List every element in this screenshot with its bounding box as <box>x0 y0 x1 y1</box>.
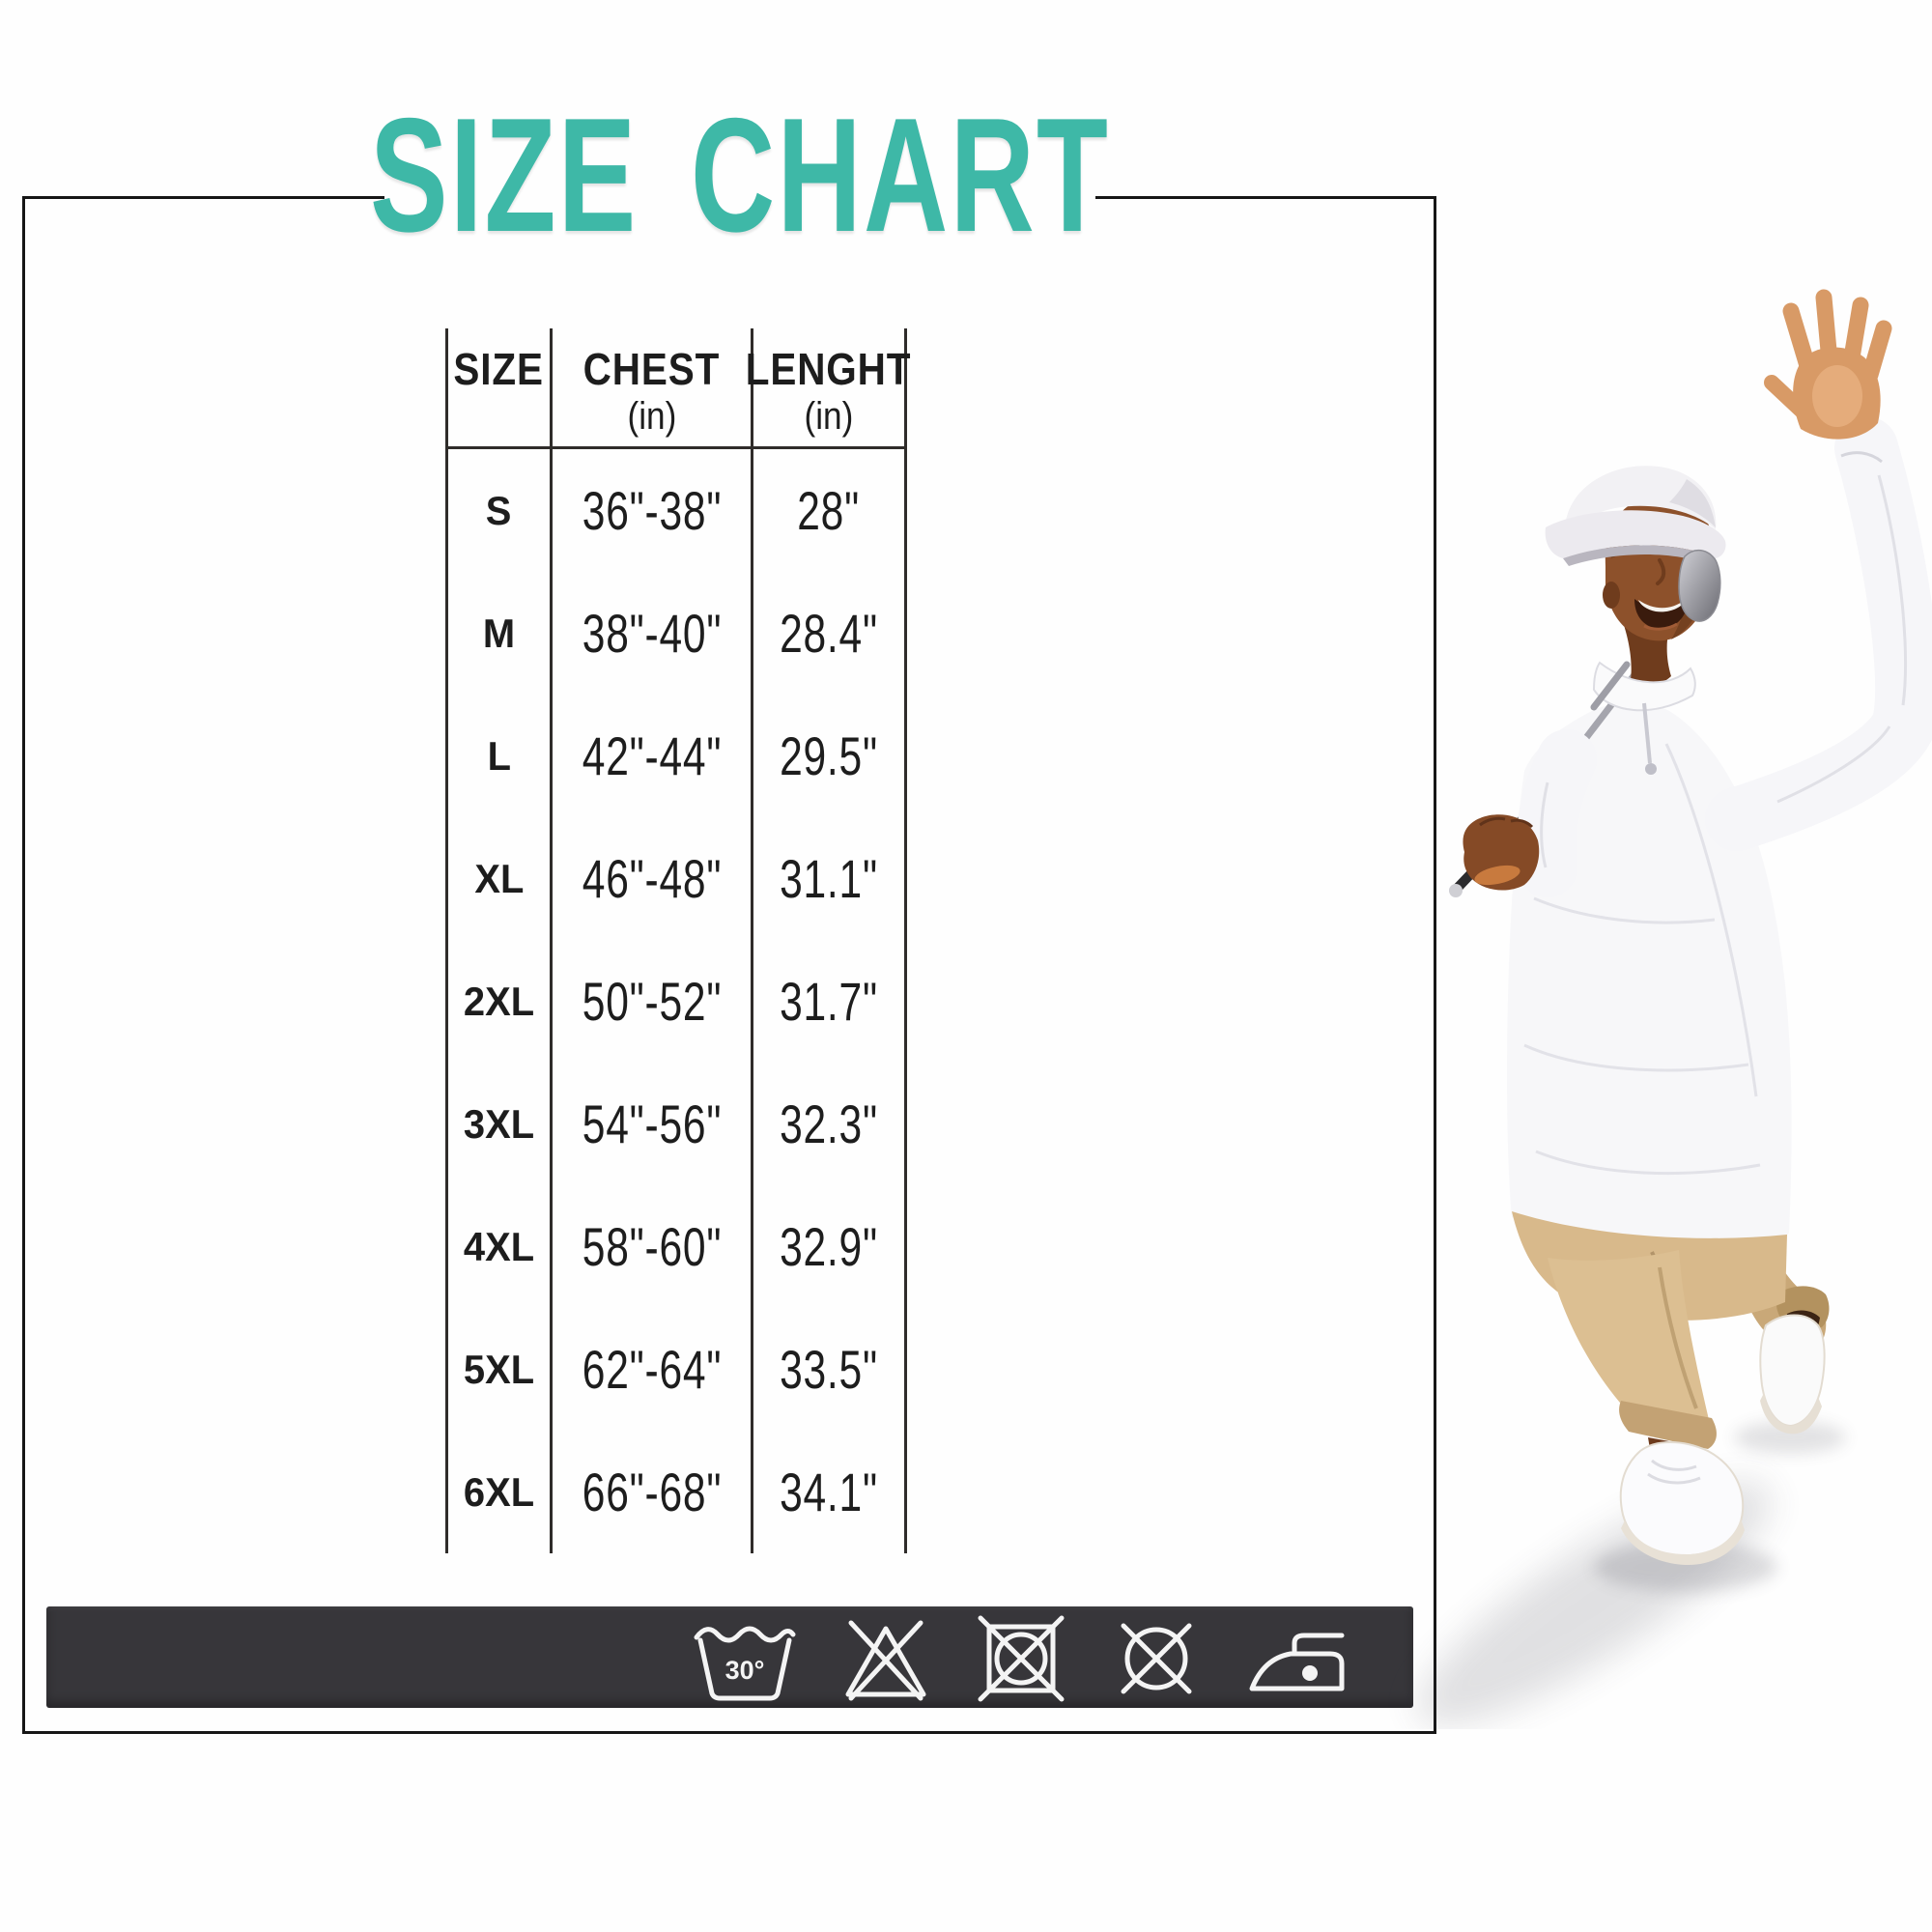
machine-wash-30-icon: 30° <box>694 1626 796 1700</box>
length-cell: 29.5" <box>751 695 904 817</box>
length-cell: 34.1" <box>751 1431 904 1553</box>
length-cell: 31.1" <box>751 817 904 940</box>
size-cell: XL <box>473 855 524 901</box>
size-cell: S <box>486 487 512 533</box>
page-title: SIZE CHART <box>370 91 1108 259</box>
iron-low-icon <box>1249 1633 1345 1690</box>
chest-cell: 46"-48" <box>550 817 751 940</box>
size-cell: 5XL <box>463 1346 535 1392</box>
size-cell: 6XL <box>463 1468 535 1515</box>
header-length: LENGHT (in) <box>746 328 911 449</box>
size-cell: 3XL <box>463 1100 535 1147</box>
chest-cell: 50"-52" <box>550 940 751 1063</box>
do-not-tumble-dry-icon <box>978 1615 1065 1701</box>
header-size: SIZE <box>448 328 550 449</box>
golfer-cap <box>1545 466 1726 566</box>
svg-text:30°: 30° <box>725 1656 765 1685</box>
chest-cell: 38"-40" <box>550 572 751 695</box>
size-cell: M <box>482 610 516 656</box>
chest-cell: 54"-56" <box>550 1063 751 1185</box>
waving-hand <box>1764 289 1892 440</box>
length-cell: 32.3" <box>751 1063 904 1185</box>
chest-cell: 66"-68" <box>550 1431 751 1553</box>
size-cell: 4XL <box>463 1223 535 1269</box>
do-not-bleach-icon <box>845 1620 926 1700</box>
length-cell: 32.9" <box>751 1185 904 1308</box>
care-bar: 30° <box>46 1606 1413 1708</box>
chest-cell: 62"-64" <box>550 1308 751 1431</box>
ground-shadow <box>1417 1421 1846 1725</box>
size-cell: 2XL <box>463 978 535 1024</box>
header-chest: CHEST (in) <box>550 328 751 449</box>
length-cell: 33.5" <box>751 1308 904 1431</box>
chest-cell: 58"-60" <box>550 1185 751 1308</box>
do-not-dry-clean-icon <box>1121 1623 1192 1693</box>
length-cell: 28" <box>751 449 904 572</box>
length-cell: 28.4" <box>751 572 904 695</box>
size-table: SIZE CHEST (in) LENGHT (in) S 36"-38" 28… <box>445 328 911 1553</box>
chest-cell: 42"-44" <box>550 695 751 817</box>
page-title-text: SIZE CHART <box>369 84 1111 266</box>
chest-cell: 36"-38" <box>550 449 751 572</box>
size-cell: L <box>487 732 511 779</box>
club-head-icon <box>1678 549 1721 622</box>
golfer-illustration <box>1417 289 1932 1725</box>
length-cell: 31.7" <box>751 940 904 1063</box>
